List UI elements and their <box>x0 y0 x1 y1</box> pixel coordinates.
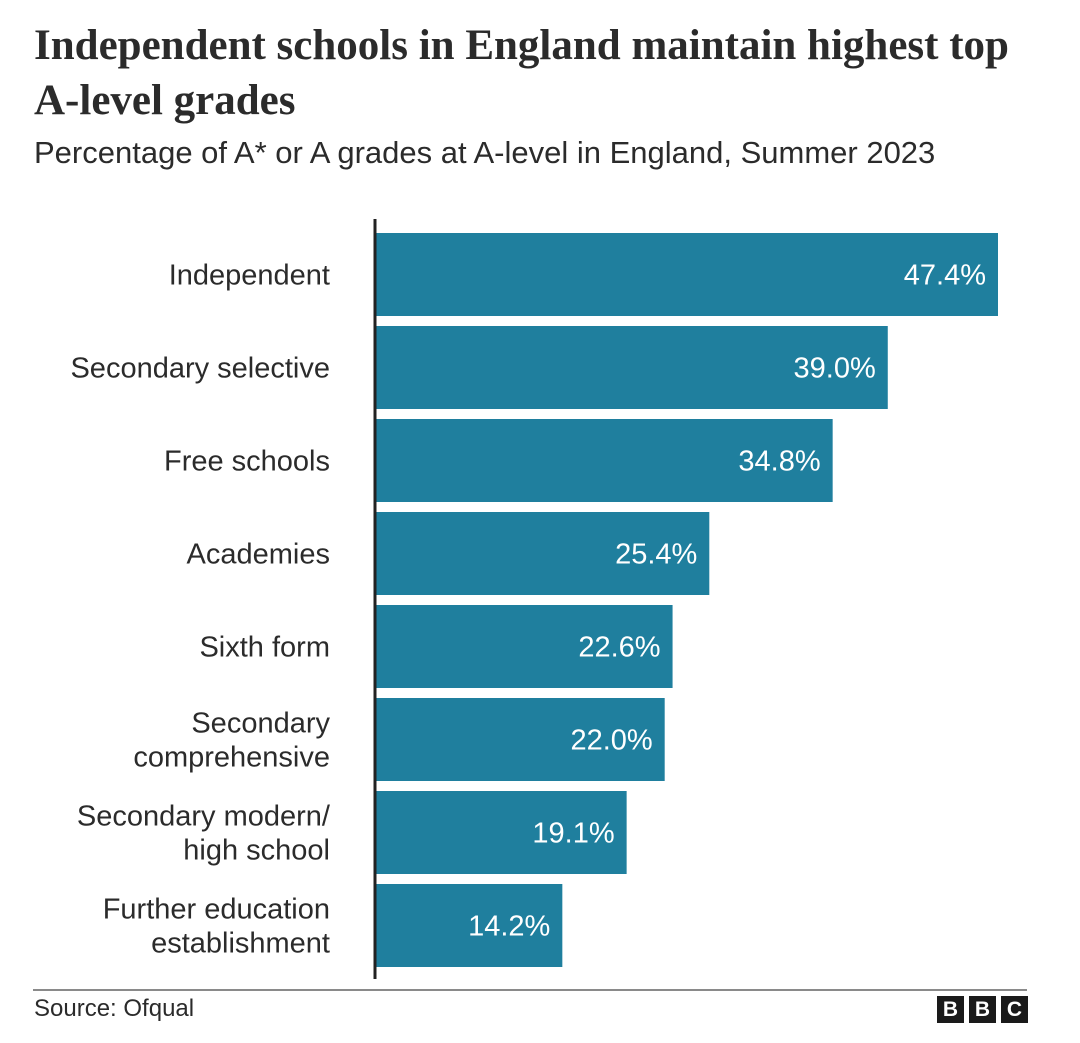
bar <box>376 326 888 409</box>
footer-divider <box>33 989 1027 991</box>
bbc-logo-letter: B <box>937 996 964 1023</box>
data-label: 25.4% <box>615 539 697 571</box>
bbc-logo: B B C <box>937 996 1028 1023</box>
chart-title: Independent schools in England maintain … <box>34 22 1009 124</box>
bbc-logo-letter: B <box>969 996 996 1023</box>
category-label: Independent <box>169 260 330 292</box>
data-label: 22.0% <box>570 725 652 757</box>
data-label: 22.6% <box>578 632 660 664</box>
source-note: Source: Ofqual <box>34 995 195 1022</box>
data-label: 19.1% <box>532 818 614 850</box>
data-label: 34.8% <box>738 446 820 478</box>
data-label: 14.2% <box>468 911 550 943</box>
data-label: 47.4% <box>904 260 986 292</box>
category-label: Secondary selective <box>70 353 330 385</box>
chart-subtitle: Percentage of A* or A grades at A-level … <box>34 135 936 170</box>
data-label: 39.0% <box>794 353 876 385</box>
category-label: Free schools <box>164 446 330 478</box>
bar <box>376 512 710 595</box>
bar <box>376 605 673 688</box>
bar <box>376 698 665 781</box>
category-label: Academies <box>187 539 330 571</box>
bar <box>376 419 833 502</box>
bar <box>376 233 998 316</box>
category-label: Secondary comprehensive <box>133 708 330 774</box>
category-label: Further education establishment <box>103 894 330 960</box>
bar <box>376 884 563 967</box>
category-label: Secondary modern/high school <box>77 801 331 867</box>
bbc-logo-letter: C <box>1001 996 1028 1023</box>
bar <box>376 791 627 874</box>
category-label: Sixth form <box>199 632 330 664</box>
